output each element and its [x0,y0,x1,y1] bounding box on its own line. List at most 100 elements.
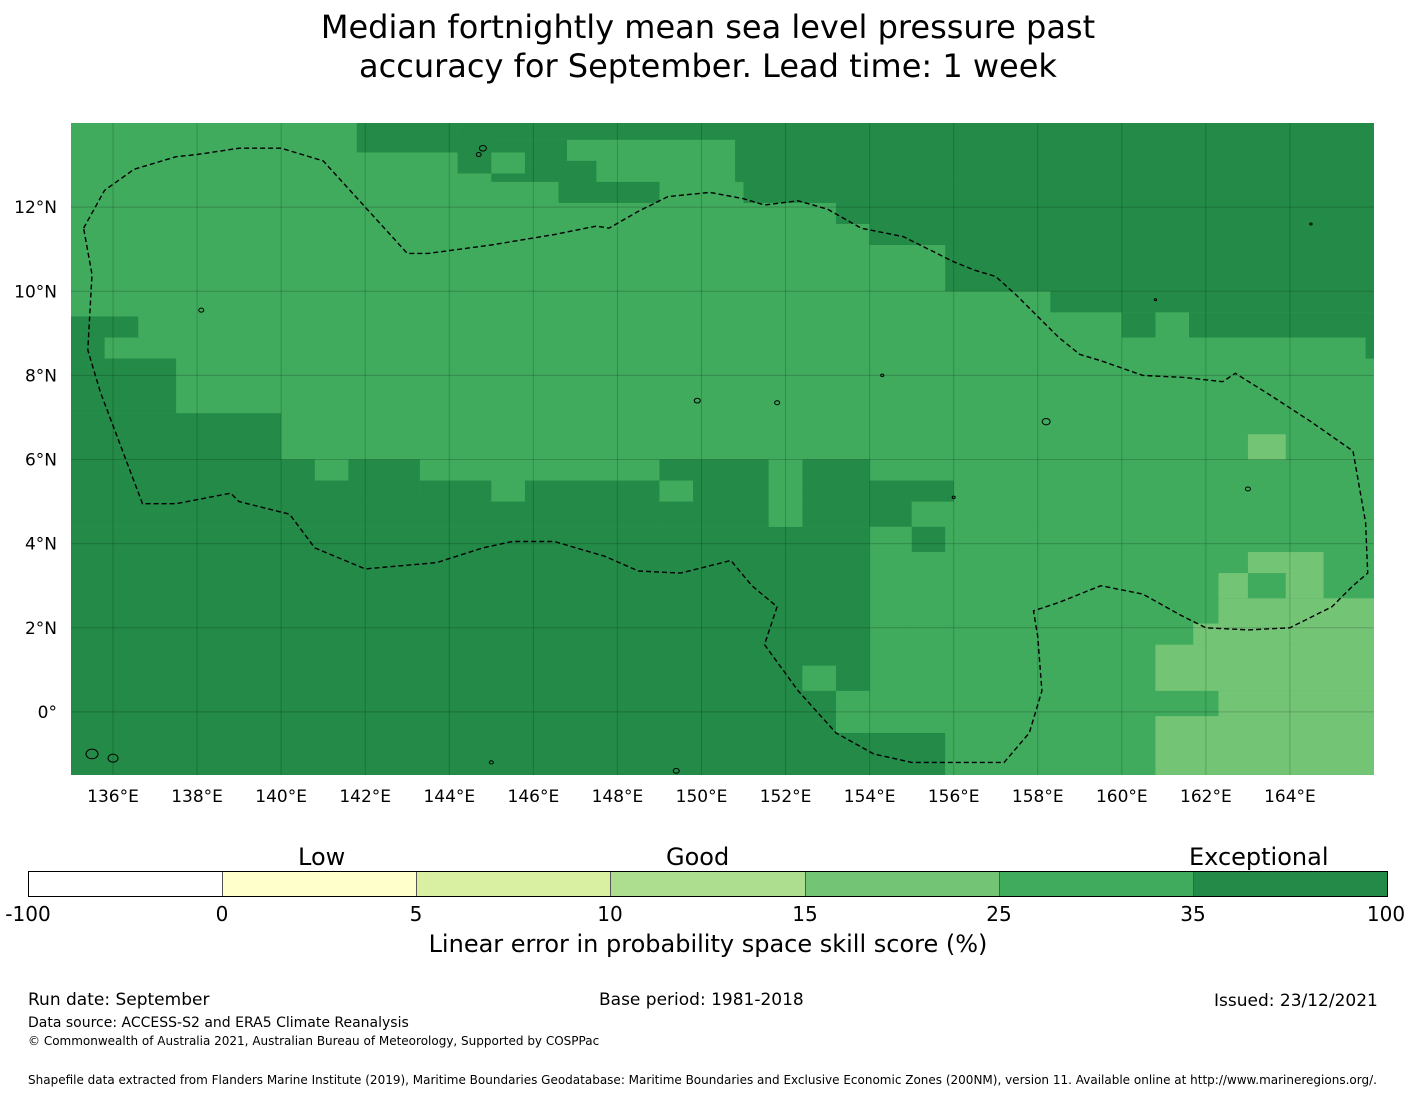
lat-tick-label: 6°N [25,451,57,471]
lon-tick-label: 144°E [423,787,475,807]
skill-cell-good-light [1155,716,1374,775]
skill-cell-good-light [1218,690,1374,717]
island-coastline [693,397,701,404]
shapefile-credit: Shapefile data extracted from Flanders M… [28,1073,1377,1087]
skill-cell-exceptional [348,459,420,502]
lon-tick-label: 164°E [1264,787,1316,807]
colorbar-tick: 35 [1180,902,1206,926]
skill-cell-good [869,526,912,733]
colorbar-segment [805,872,1000,896]
skill-cell-good-light [1193,623,1374,645]
skill-cell-good [659,480,694,502]
colorbar-tick: -100 [5,902,51,926]
island-coastline [1309,222,1313,226]
lon-tick-label: 156°E [928,787,980,807]
colorbar [28,871,1388,897]
skill-cell-exceptional [802,501,912,527]
island-coastline [85,748,99,760]
skill-cell-exceptional [356,123,458,153]
skill-cell-exceptional [1365,337,1374,359]
lon-tick-label: 146°E [508,787,560,807]
colorbar-segment [999,872,1194,896]
lat-tick-label: 12°N [14,198,57,218]
skill-cell-exceptional [71,316,139,338]
lat-tick-label: 8°N [25,366,57,386]
skill-map: 136°E 138°E 140°E 142°E 144°E 146°E 148°E 150°E… [14,123,1374,807]
skill-cell-exceptional [802,480,954,502]
gridlines [71,123,1374,775]
lat-tick-label: 2°N [25,619,57,639]
island-coastline [1041,417,1051,426]
skill-grid [71,123,1374,775]
colorbar-tick: 100 [1366,902,1406,926]
lon-tick-label: 140°E [255,787,307,807]
skill-cell-good-light [1285,573,1324,599]
skill-cell-exceptional [802,459,870,481]
data-source: Data source: ACCESS-S2 and ERA5 Climate … [28,1015,409,1031]
longitude-labels: 136°E 138°E 140°E 142°E 144°E 146°E 148°E 150°E… [87,787,1316,807]
skill-cell-exceptional [743,181,1374,203]
skill-cell-exceptional [71,480,349,502]
coastline-eez-overlay [82,144,1369,774]
skill-cell-exceptional [835,202,1374,224]
lon-tick-label: 152°E [760,787,812,807]
skill-cell-exceptional [558,181,677,203]
island-coastline [488,760,494,765]
skill-cell-exceptional [869,223,1374,245]
latitude-labels: 12°N 10°N 8°N 6°N 4°N 2°N 0° [14,198,57,723]
colorbar-segment [223,872,418,896]
skill-cell-exceptional [457,139,492,174]
skill-cell-exceptional [71,526,836,775]
skill-cell-good-light [1247,552,1324,574]
lat-tick-label: 0° [38,703,57,723]
run-date: Run date: September [28,990,210,1010]
skill-cell-good-light [1247,434,1286,460]
skill-cell-exceptional [71,337,105,359]
lon-tick-label: 154°E [844,787,896,807]
skill-cell-exceptional [71,413,282,460]
skill-cell-exceptional [71,501,525,527]
colorbar-tick: 5 [409,902,423,926]
colorbar-category-good: Good [666,843,730,871]
island-coastline [774,400,781,406]
island-coastline [475,152,482,158]
skill-cell-good [491,152,525,174]
colorbar-segment [29,872,224,896]
skill-cell-good [802,665,836,691]
skill-cell-good [835,690,870,733]
island-coastline [880,373,885,378]
lat-tick-label: 10°N [14,282,57,302]
skill-cell-exceptional [71,358,177,414]
skill-cell-exceptional [735,123,1374,182]
lon-tick-label: 150°E [676,787,728,807]
island-coastline [672,767,680,774]
skill-cell-exceptional [869,732,946,775]
skill-cell-exceptional [419,480,492,502]
colorbar-tick: 15 [792,902,818,926]
skill-cell-exceptional [524,480,660,527]
colorbar-category-low: Low [298,843,346,871]
skill-cell-exceptional [835,732,870,775]
island-coastline [478,144,487,152]
colorbar-segment [611,872,806,896]
chart-title-line1: Median fortnightly mean sea level pressu… [320,8,1096,46]
lon-tick-label: 136°E [87,787,139,807]
skill-cell-good-light [1155,644,1374,691]
lon-tick-label: 158°E [1012,787,1064,807]
island-coastline [951,495,956,500]
skill-cell-good [911,552,946,733]
chart-title-line2: accuracy for September. Lead time: 1 wee… [359,47,1057,85]
copyright: © Commonwealth of Australia 2021, Austra… [28,1034,600,1048]
lon-tick-label: 138°E [171,787,223,807]
skill-cell-exceptional [1050,291,1374,313]
issued-date: Issued: 23/12/2021 [1214,991,1378,1011]
island-coastline [107,753,119,763]
skill-cell-exceptional [911,526,946,553]
lon-tick-label: 148°E [592,787,644,807]
skill-cell-good-light [1218,573,1248,599]
skill-cell-good-light [1218,598,1374,624]
lon-tick-label: 160°E [1096,787,1148,807]
base-period: Base period: 1981-2018 [599,990,804,1010]
skill-cell-exceptional [1189,312,1374,338]
skill-cell-exceptional [945,244,1374,292]
